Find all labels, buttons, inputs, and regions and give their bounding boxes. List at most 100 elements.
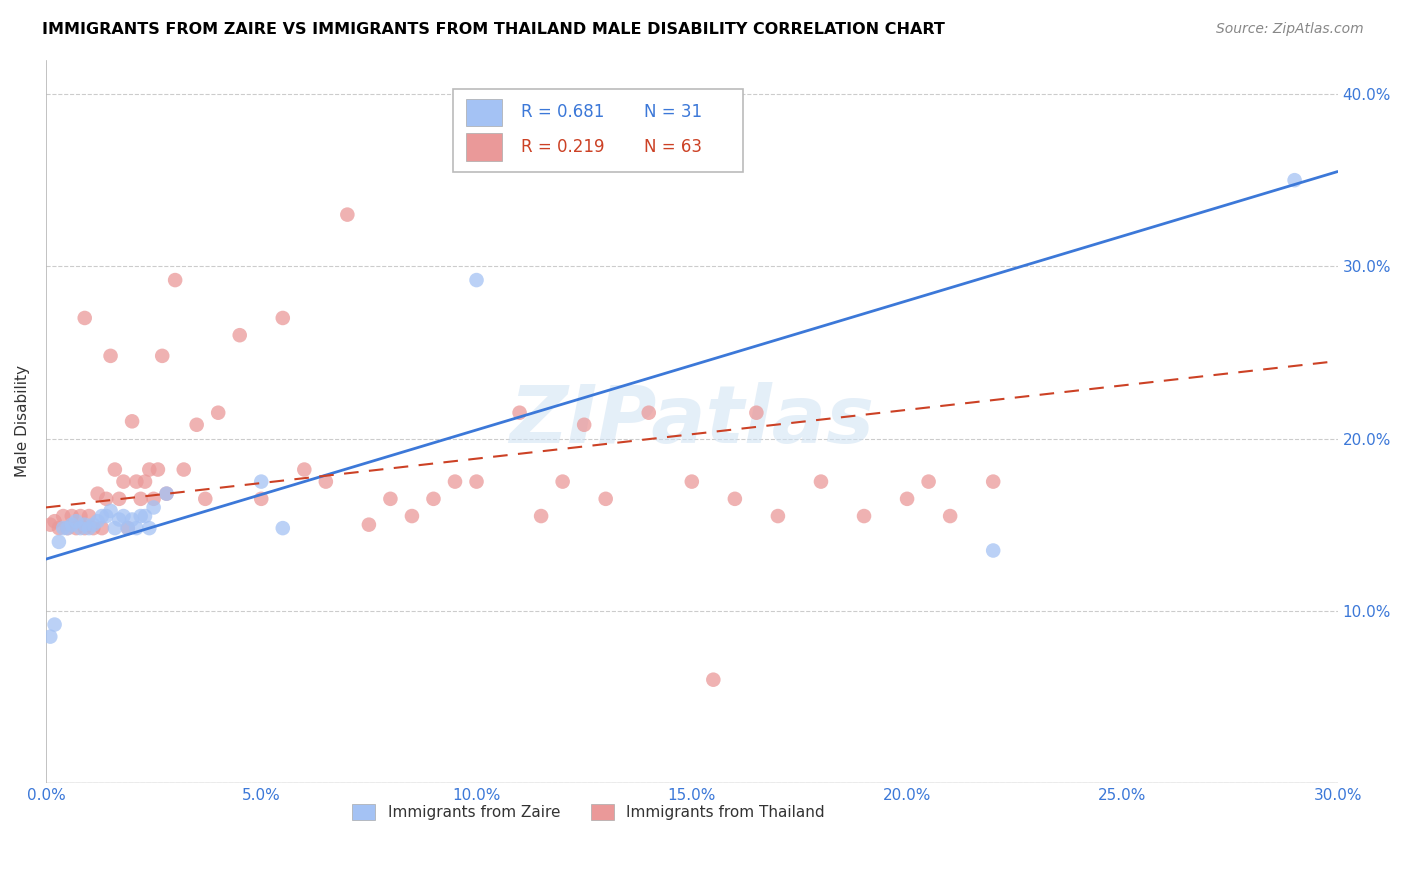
Point — [509, 406, 531, 420]
Point — [422, 491, 444, 506]
Point — [129, 509, 152, 524]
Point — [77, 521, 100, 535]
Point — [52, 521, 75, 535]
Text: R = 0.219: R = 0.219 — [522, 138, 605, 156]
Point — [138, 462, 160, 476]
Point — [48, 521, 70, 535]
FancyBboxPatch shape — [465, 99, 502, 126]
Point — [186, 417, 208, 432]
Point — [117, 521, 139, 535]
Point — [108, 491, 131, 506]
Point — [530, 509, 553, 524]
Point — [108, 512, 131, 526]
Y-axis label: Male Disability: Male Disability — [15, 366, 30, 477]
Point — [104, 521, 127, 535]
Point — [65, 514, 87, 528]
Point — [96, 509, 118, 524]
Point — [551, 475, 574, 489]
Point — [939, 509, 962, 524]
Text: R = 0.681: R = 0.681 — [522, 103, 605, 121]
Point — [745, 406, 768, 420]
Point — [86, 514, 108, 528]
Point — [155, 486, 177, 500]
Point — [595, 491, 617, 506]
Point — [65, 521, 87, 535]
Point — [981, 475, 1004, 489]
Point — [380, 491, 402, 506]
Point — [44, 617, 66, 632]
Point — [138, 521, 160, 535]
Point — [271, 310, 294, 325]
Point — [121, 512, 143, 526]
Point — [810, 475, 832, 489]
Point — [73, 310, 96, 325]
Point — [271, 521, 294, 535]
Point — [104, 462, 127, 476]
Point — [100, 504, 122, 518]
Point — [60, 509, 83, 524]
Text: N = 31: N = 31 — [644, 103, 702, 121]
Point — [250, 491, 273, 506]
Point — [250, 475, 273, 489]
Point — [292, 462, 315, 476]
Point — [194, 491, 217, 506]
Point — [142, 500, 165, 515]
Point — [69, 509, 91, 524]
Point — [56, 521, 79, 535]
Point — [465, 273, 488, 287]
Point — [150, 349, 173, 363]
Point — [73, 521, 96, 535]
Point — [48, 535, 70, 549]
Point — [44, 514, 66, 528]
Point — [96, 491, 118, 506]
Point — [444, 475, 467, 489]
FancyBboxPatch shape — [465, 134, 502, 161]
Point — [125, 475, 148, 489]
Point — [77, 509, 100, 524]
Point — [142, 491, 165, 506]
Point — [336, 208, 359, 222]
FancyBboxPatch shape — [453, 88, 744, 172]
Point — [207, 406, 229, 420]
Point — [315, 475, 337, 489]
Point — [91, 509, 114, 524]
Point — [60, 517, 83, 532]
Point — [917, 475, 939, 489]
Point — [86, 486, 108, 500]
Point — [73, 517, 96, 532]
Point — [134, 475, 156, 489]
Point — [401, 509, 423, 524]
Point — [702, 673, 724, 687]
Point — [52, 509, 75, 524]
Point — [100, 349, 122, 363]
Point — [173, 462, 195, 476]
Point — [1284, 173, 1306, 187]
Point — [39, 630, 62, 644]
Point — [125, 521, 148, 535]
Point — [681, 475, 703, 489]
Legend: Immigrants from Zaire, Immigrants from Thailand: Immigrants from Zaire, Immigrants from T… — [346, 797, 831, 826]
Point — [228, 328, 250, 343]
Point — [853, 509, 876, 524]
Text: IMMIGRANTS FROM ZAIRE VS IMMIGRANTS FROM THAILAND MALE DISABILITY CORRELATION CH: IMMIGRANTS FROM ZAIRE VS IMMIGRANTS FROM… — [42, 22, 945, 37]
Point — [121, 414, 143, 428]
Point — [465, 475, 488, 489]
Point — [637, 406, 659, 420]
Point — [146, 462, 169, 476]
Text: ZIPatlas: ZIPatlas — [509, 383, 875, 460]
Point — [69, 521, 91, 535]
Point — [357, 517, 380, 532]
Point — [572, 417, 595, 432]
Point — [82, 517, 104, 532]
Text: Source: ZipAtlas.com: Source: ZipAtlas.com — [1216, 22, 1364, 37]
Point — [134, 509, 156, 524]
Point — [766, 509, 789, 524]
Point — [165, 273, 187, 287]
Point — [129, 491, 152, 506]
Point — [39, 517, 62, 532]
Point — [112, 475, 135, 489]
Point — [117, 521, 139, 535]
Text: N = 63: N = 63 — [644, 138, 702, 156]
Point — [82, 521, 104, 535]
Point — [724, 491, 747, 506]
